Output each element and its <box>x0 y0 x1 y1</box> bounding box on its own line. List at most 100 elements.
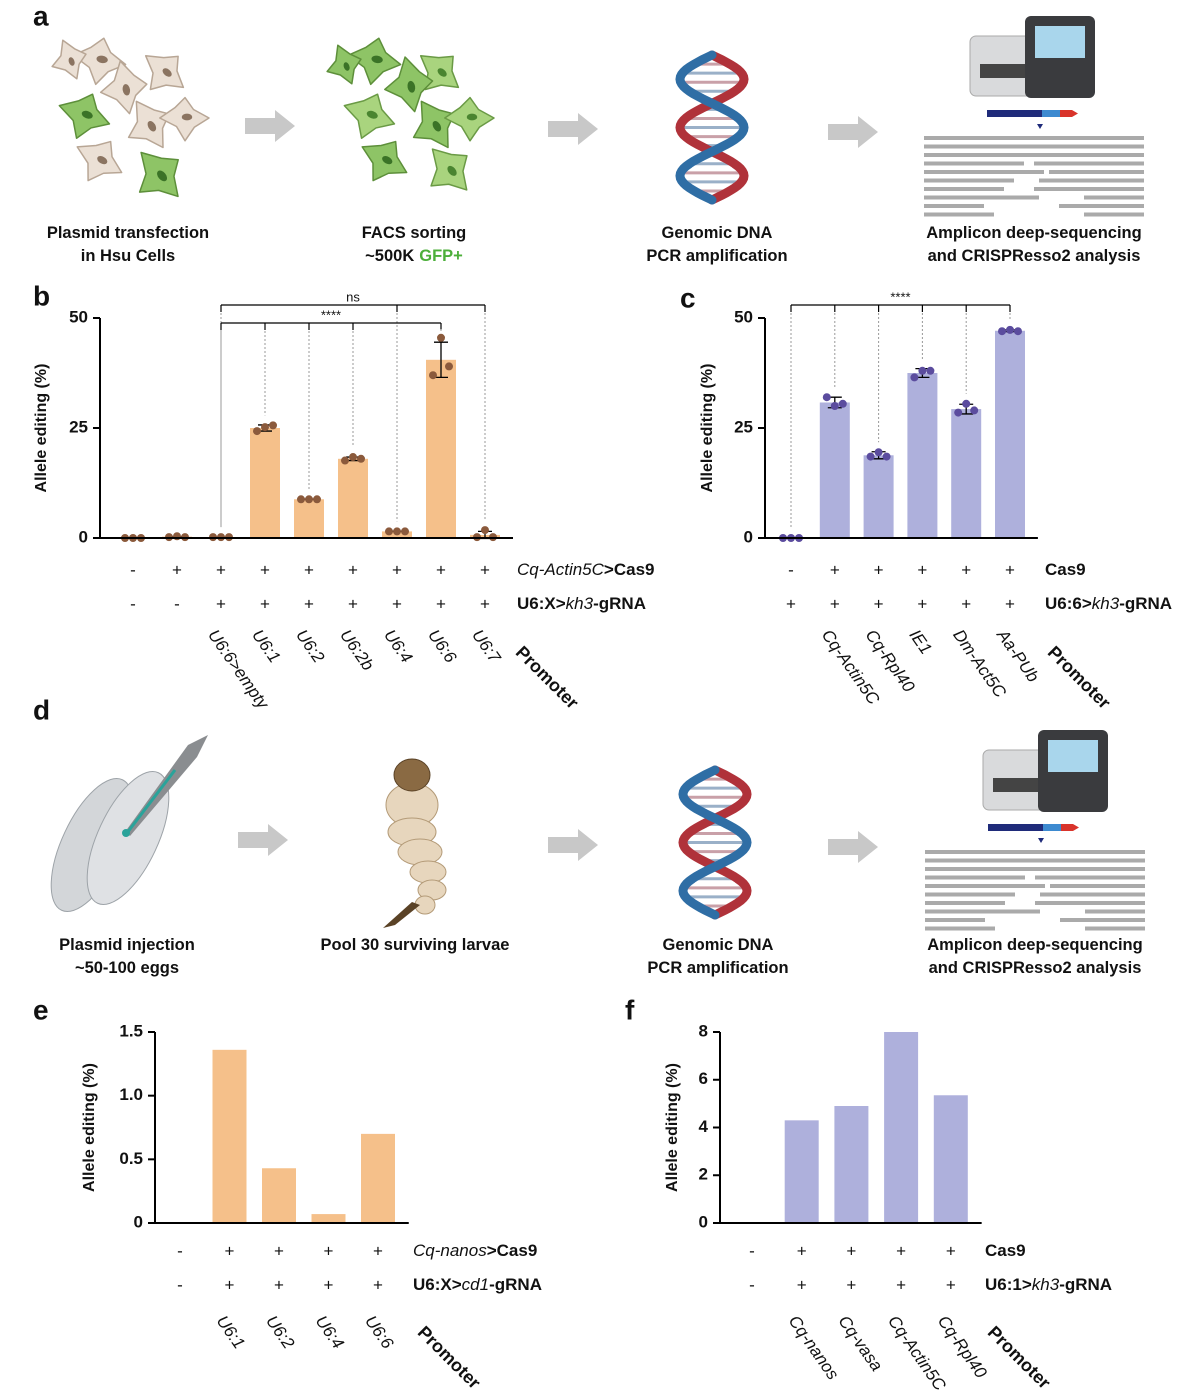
read <box>924 144 1034 149</box>
promoter-title: Promoter <box>414 1322 485 1393</box>
flow-arrow <box>238 824 288 856</box>
cell-nucleus <box>122 84 131 96</box>
data-point <box>830 402 839 410</box>
data-point <box>341 456 349 465</box>
step-highlight: GFP+ <box>419 247 463 265</box>
step-label: Genomic DNA <box>663 936 774 954</box>
x-tick-label: IE1 <box>905 626 935 658</box>
flow-arrow <box>828 831 878 863</box>
panel-letter: c <box>680 282 696 313</box>
ref-seq <box>1043 824 1061 831</box>
data-point <box>357 454 365 463</box>
cell <box>361 140 408 182</box>
row-mark: + <box>874 594 884 613</box>
row-label: U6:1>kh3-gRNA <box>985 1275 1112 1294</box>
y-axis-title: Allele editing (%) <box>664 1063 681 1192</box>
read <box>924 204 984 208</box>
data-point <box>297 495 305 504</box>
y-tick-label: 50 <box>69 307 88 326</box>
flow-arrow <box>245 110 295 142</box>
read <box>1045 850 1145 854</box>
y-tick-label: 0 <box>134 1212 143 1231</box>
step-text: Genomic DNA <box>662 224 773 242</box>
row-mark: + <box>480 594 490 613</box>
x-tick-label: Cq-vasa <box>834 1312 886 1375</box>
read <box>1030 858 1145 863</box>
row-label-part: U6:X> <box>413 1275 462 1294</box>
x-tick-label: U6:6 <box>424 626 460 667</box>
cell <box>412 100 455 149</box>
step-text: Amplicon deep-sequencing <box>927 936 1142 954</box>
step-label: and CRISPResso2 analysis <box>928 247 1141 265</box>
step-label: PCR amplification <box>646 247 787 265</box>
row-mark: + <box>946 1241 956 1260</box>
promoter-title: Promoter <box>984 1322 1055 1393</box>
y-tick-label: 50 <box>734 307 753 326</box>
row-mark: + <box>324 1241 334 1260</box>
row-mark: + <box>392 560 402 579</box>
x-tick-label: U6:4 <box>380 626 416 666</box>
step-label: Amplicon deep-sequencing <box>927 936 1142 954</box>
row-label-part: kh3 <box>1032 1275 1060 1294</box>
row-label-part: Cq-nanos <box>413 1241 487 1260</box>
step-text: Plasmid injection <box>59 936 195 954</box>
row-label-part: kh3 <box>1092 594 1120 613</box>
read <box>1050 884 1145 888</box>
row-mark: + <box>274 1241 284 1260</box>
cell-nucleus <box>343 62 350 71</box>
sig-label: **** <box>890 289 910 304</box>
row-label: Cq-Actin5C>Cas9 <box>517 560 655 579</box>
read <box>1050 867 1145 871</box>
row-mark: + <box>392 594 402 613</box>
data-point <box>874 448 883 457</box>
read <box>1059 204 1144 208</box>
row-mark: + <box>373 1241 383 1260</box>
step-text: and CRISPResso2 analysis <box>928 247 1141 265</box>
panel-letter: e <box>33 994 49 1025</box>
row-label-part: Cq-Actin5C <box>517 560 605 579</box>
step-label: ~500K GFP+ <box>365 247 463 265</box>
x-tick-label: U6:2 <box>292 626 328 667</box>
row-mark: - <box>749 1275 755 1294</box>
bar <box>951 409 982 538</box>
read <box>925 867 1050 871</box>
step-text: and CRISPResso2 analysis <box>929 959 1142 977</box>
y-tick-label: 0.5 <box>119 1149 143 1168</box>
dna-strand <box>675 50 749 205</box>
row-mark: + <box>373 1275 383 1294</box>
y-tick-label: 1.0 <box>119 1085 143 1104</box>
x-tick-label: U6:4 <box>312 1312 348 1352</box>
step-label: Pool 30 surviving larvae <box>321 936 510 954</box>
read <box>1035 875 1145 880</box>
promoter-title: Promoter <box>512 642 583 713</box>
step-text: ~500K <box>365 247 414 265</box>
cell-nucleus <box>371 55 383 64</box>
cell <box>343 93 396 139</box>
read <box>924 161 1024 166</box>
row-mark: + <box>786 594 796 613</box>
panel-letter: b <box>33 280 50 311</box>
data-point <box>261 423 269 432</box>
row-mark: + <box>917 594 927 613</box>
bar <box>338 458 368 538</box>
step-text: FACS sorting <box>362 224 467 242</box>
row-mark: + <box>225 1275 235 1294</box>
read <box>1035 901 1145 905</box>
bar <box>907 373 938 538</box>
step-label: Plasmid transfection <box>47 224 209 242</box>
cut-site <box>1038 838 1044 843</box>
row-label-part: Cas9 <box>1045 560 1086 579</box>
sequencer-screen <box>1035 26 1085 58</box>
dna-strand <box>675 50 749 205</box>
read <box>925 909 1040 914</box>
ref-seq <box>1060 110 1078 117</box>
data-point <box>445 362 453 371</box>
cell-nucleus <box>407 80 416 93</box>
panel-letter: d <box>33 694 50 725</box>
row-mark: + <box>260 560 270 579</box>
step-label: PCR amplification <box>647 959 788 977</box>
bar <box>262 1168 296 1223</box>
read <box>1049 170 1144 174</box>
row-label-part: -gRNA <box>1059 1275 1112 1294</box>
data-point <box>866 452 875 461</box>
